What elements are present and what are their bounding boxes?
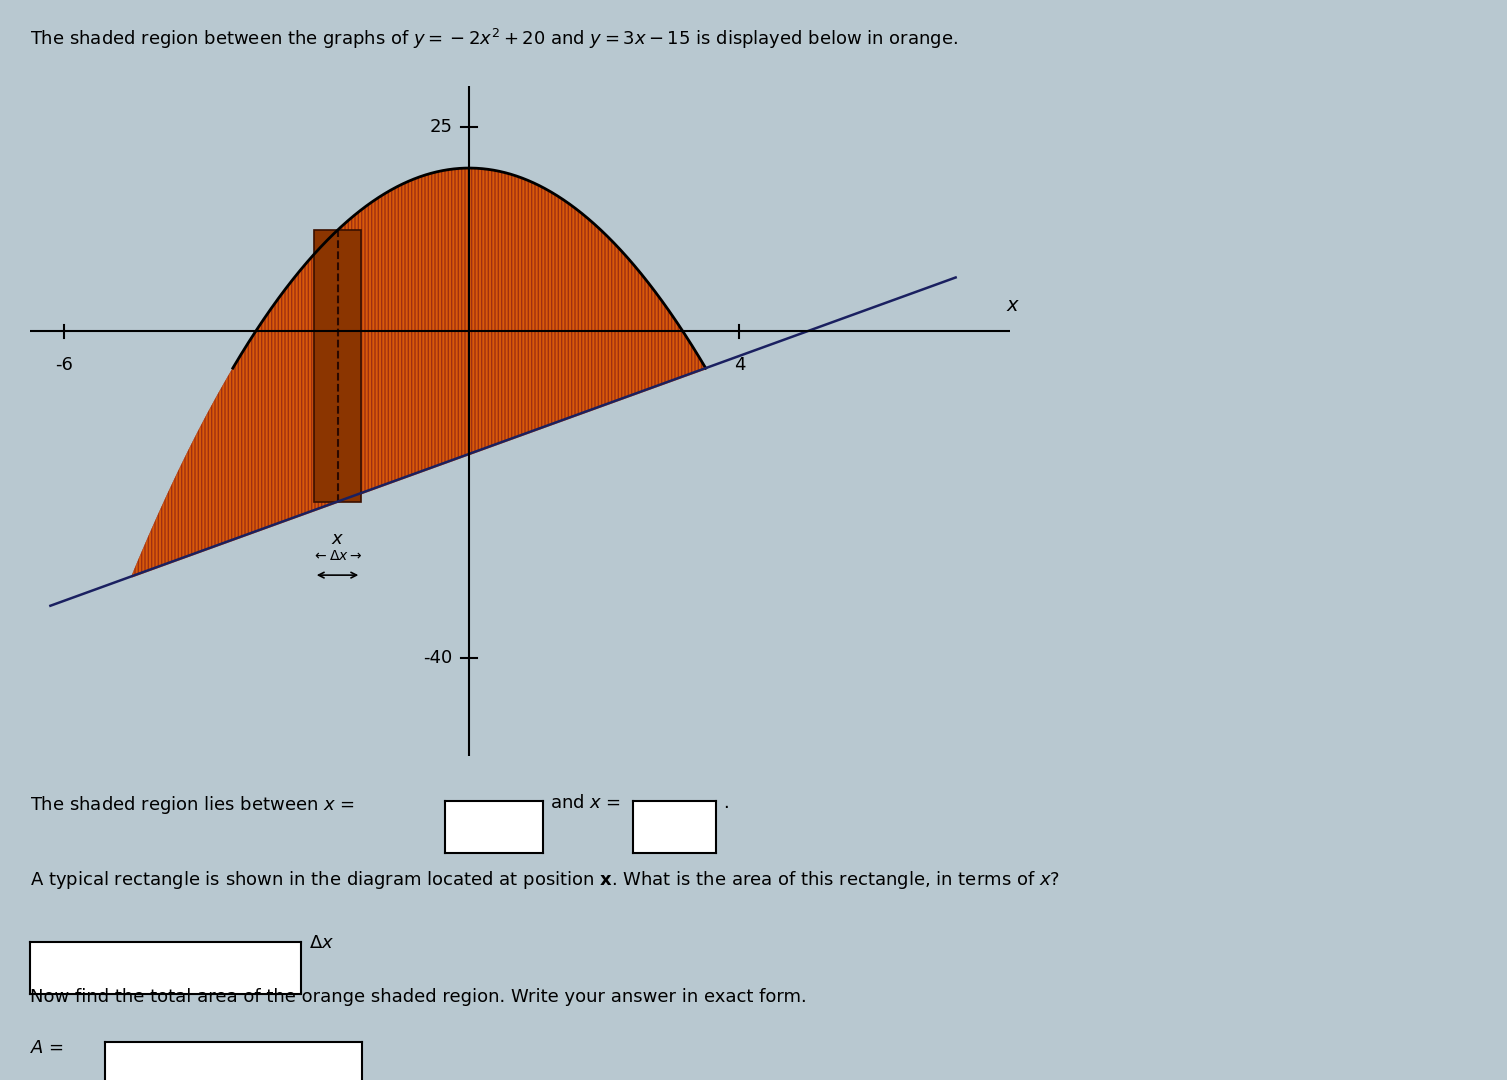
Text: -40: -40 <box>423 649 452 667</box>
Text: $\leftarrow \Delta x \rightarrow$: $\leftarrow \Delta x \rightarrow$ <box>312 549 363 563</box>
Text: $A$ =: $A$ = <box>30 1039 65 1057</box>
Text: A typical rectangle is shown in the diagram located at position $\mathbf{x}$. Wh: A typical rectangle is shown in the diag… <box>30 869 1061 891</box>
Text: 25: 25 <box>429 118 452 136</box>
Text: 4: 4 <box>734 356 746 374</box>
Text: The shaded region between the graphs of $y = -2x^2 + 20$ and $y = 3x - 15$ is di: The shaded region between the graphs of … <box>30 27 958 51</box>
Text: -6: -6 <box>54 356 72 374</box>
Text: and $x$ =: and $x$ = <box>550 794 621 812</box>
Text: $\Delta x$: $\Delta x$ <box>309 934 335 953</box>
Text: .: . <box>723 794 729 812</box>
Text: Now find the total area of the orange shaded region. Write your answer in exact : Now find the total area of the orange sh… <box>30 988 806 1007</box>
Text: $x$: $x$ <box>1007 296 1020 315</box>
Text: The shaded region lies between $x$ =: The shaded region lies between $x$ = <box>30 794 356 815</box>
Text: $x$: $x$ <box>332 530 344 549</box>
Bar <box>313 230 362 501</box>
